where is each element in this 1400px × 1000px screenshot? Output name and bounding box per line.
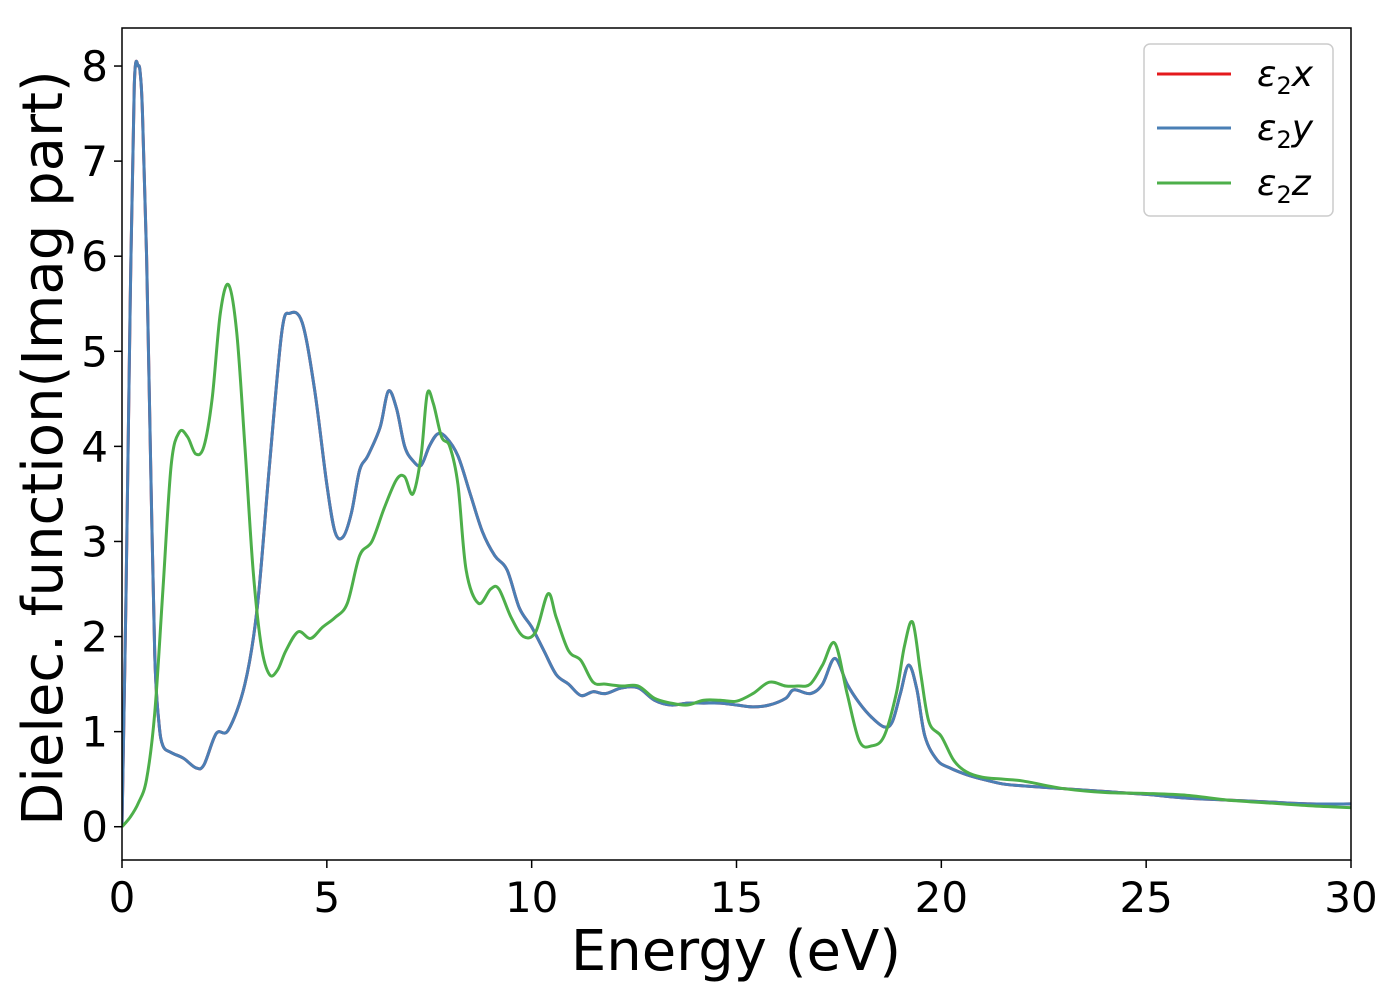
x-axis-label: Energy (eV) xyxy=(571,919,901,984)
series-line-y xyxy=(122,59,1351,827)
y-tick-label: 4 xyxy=(81,422,108,471)
y-tick-label: 6 xyxy=(81,232,108,281)
legend: ε2x ε2y ε2z xyxy=(1143,43,1334,217)
series-layer xyxy=(122,59,1351,828)
legend-box xyxy=(1143,43,1334,217)
x-axis: 0 5 10 15 20 25 30 xyxy=(109,860,1378,922)
x-tick-label: 15 xyxy=(710,873,763,922)
legend-label-x: ε2x xyxy=(1257,54,1314,100)
y-tick-label: 2 xyxy=(81,613,108,662)
legend-label-z: ε2z xyxy=(1257,163,1312,209)
series-line-z xyxy=(122,282,1351,828)
x-tick-label: 5 xyxy=(313,873,340,922)
y-tick-label: 5 xyxy=(81,327,108,376)
y-axis: 0 1 2 3 4 5 6 7 8 xyxy=(81,42,122,852)
x-tick-label: 20 xyxy=(915,873,968,922)
y-tick-label: 1 xyxy=(81,708,108,757)
x-tick-label: 0 xyxy=(109,873,136,922)
x-tick-label: 30 xyxy=(1324,873,1377,922)
x-tick-label: 25 xyxy=(1119,873,1172,922)
y-tick-label: 8 xyxy=(81,42,108,91)
legend-label-y: ε2y xyxy=(1257,108,1314,154)
y-axis-label: Dielec. function(Imag part) xyxy=(11,70,76,826)
y-tick-label: 7 xyxy=(81,137,108,186)
x-tick-label: 10 xyxy=(505,873,558,922)
y-tick-label: 0 xyxy=(81,803,108,852)
y-tick-label: 3 xyxy=(81,517,108,566)
